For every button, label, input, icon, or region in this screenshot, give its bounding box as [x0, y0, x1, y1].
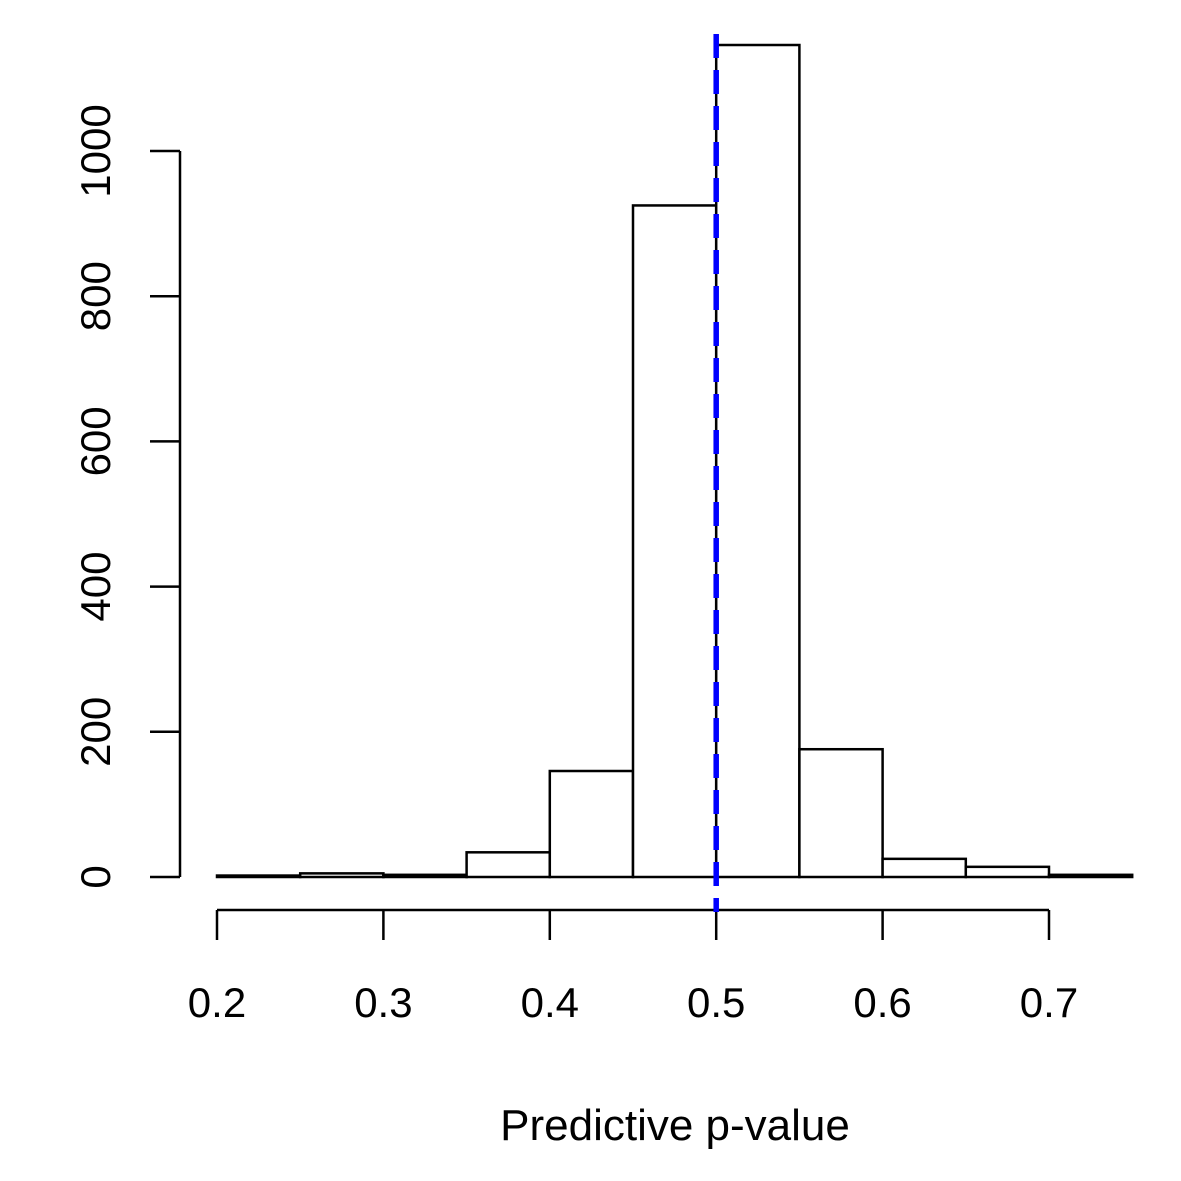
y-axis: 0 200 400 600 800 1000 [72, 104, 182, 889]
x-tick-label-4: 0.6 [853, 979, 911, 1026]
y-tick-label-2: 400 [72, 552, 119, 622]
histogram-bar-5 [631, 204, 718, 879]
histogram-bar-7 [798, 747, 884, 879]
y-tick-label-0: 0 [72, 865, 119, 888]
y-tick-label-1: 200 [72, 697, 119, 767]
y-tick-label-3: 600 [72, 406, 119, 476]
histogram-bar-8 [881, 857, 968, 879]
x-tick-label-2: 0.4 [521, 979, 579, 1026]
histogram-bar-0 [215, 874, 302, 879]
x-axis: 0.2 0.3 0.4 0.5 0.6 0.7 [188, 908, 1078, 1026]
histogram-bar-10 [1047, 873, 1134, 879]
histogram-bar-6 [714, 43, 801, 879]
x-tick-label-5: 0.7 [1020, 979, 1078, 1026]
x-tick-label-3: 0.5 [687, 979, 745, 1026]
histogram-bars [215, 43, 1134, 879]
histogram-bar-3 [465, 851, 552, 879]
histogram-bar-1 [298, 872, 385, 879]
x-tick-label-1: 0.3 [354, 979, 412, 1026]
histogram-bar-2 [382, 873, 468, 879]
y-tick-label-4: 800 [72, 261, 119, 331]
x-axis-label: Predictive p-value [500, 1101, 850, 1150]
y-tick-label-5: 1000 [72, 104, 119, 197]
x-tick-label-0: 0.2 [188, 979, 246, 1026]
histogram-bar-9 [964, 865, 1051, 879]
histogram-bar-4 [548, 769, 635, 879]
